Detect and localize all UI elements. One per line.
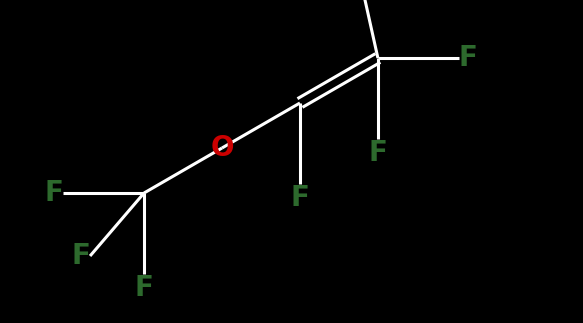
Text: F: F [459, 44, 477, 72]
Text: O: O [210, 134, 234, 162]
Text: F: F [135, 274, 153, 302]
Text: F: F [71, 242, 90, 270]
Text: F: F [368, 139, 387, 167]
Text: F: F [44, 179, 63, 207]
Text: F: F [290, 184, 310, 212]
